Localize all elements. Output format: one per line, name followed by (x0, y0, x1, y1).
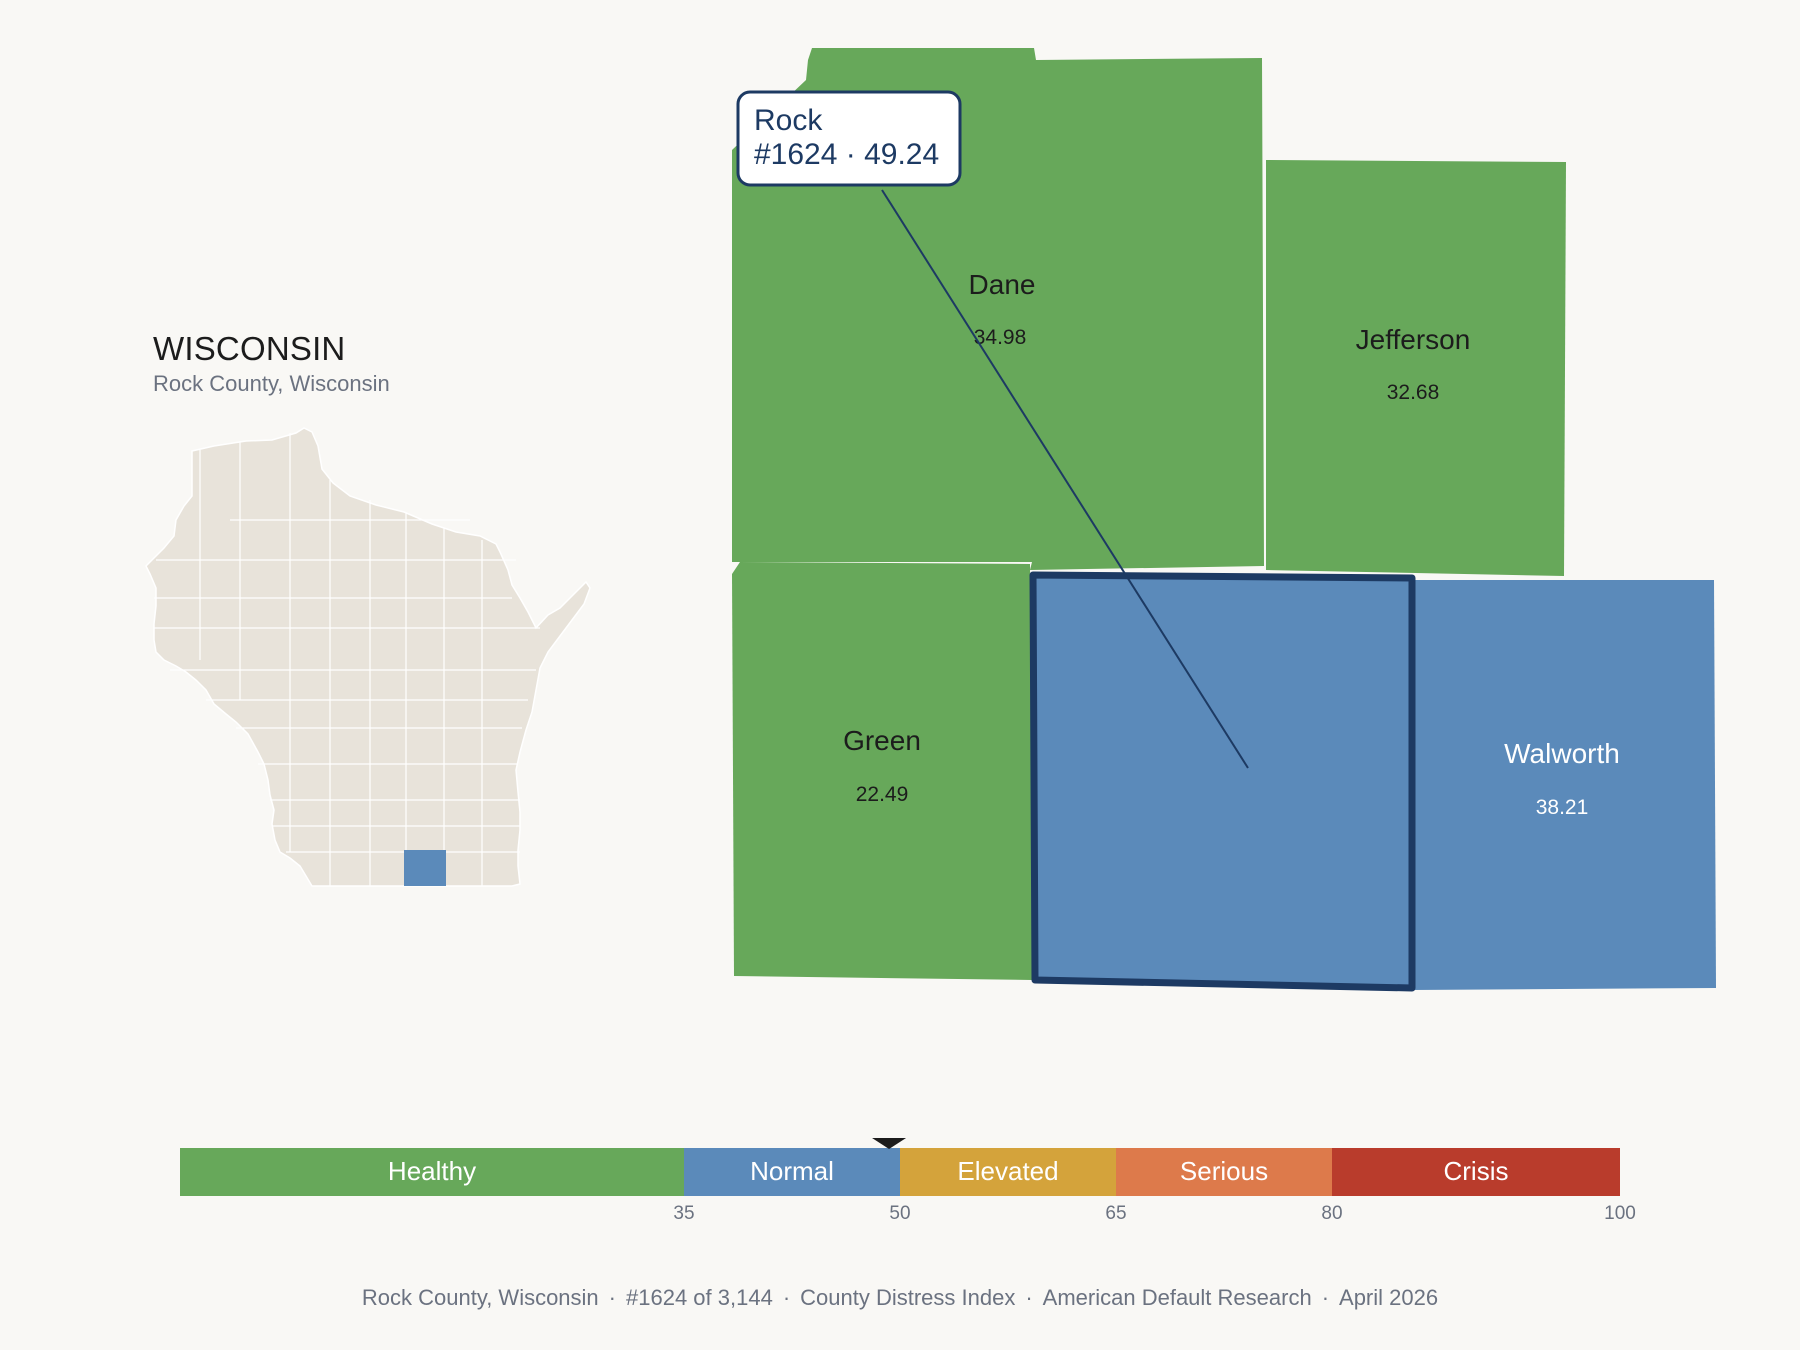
wisconsin-inset-map (145, 427, 591, 887)
scale-band-label: Elevated (957, 1156, 1058, 1186)
scale-marker-icon (872, 1138, 907, 1149)
scale-band-label: Healthy (388, 1156, 476, 1186)
footer: Rock County, Wisconsin · #1624 of 3,144 · Co… (361, 1285, 1439, 1310)
scale-band-serious (1116, 1148, 1332, 1196)
wisconsin-state-shape (145, 427, 591, 887)
footer-index-name: County Distress Index (800, 1285, 1016, 1310)
scale-band-label: Normal (750, 1156, 834, 1186)
inset-title: WISCONSIN (153, 330, 346, 367)
county-label-jefferson: Jefferson (1356, 324, 1471, 355)
footer-county: Rock County, Wisconsin (361, 1285, 599, 1310)
footer-rank: #1624 of 3,144 (626, 1285, 773, 1310)
distress-scale: Healthy Normal Elevated Serious Crisis 35 50 65… (180, 1138, 1636, 1224)
scale-band-label: Serious (1180, 1156, 1268, 1186)
county-rock[interactable] (1029, 571, 1416, 992)
county-value-dane: 34.98 (974, 326, 1027, 349)
county-walworth[interactable] (1412, 580, 1716, 990)
county-green[interactable] (732, 562, 1032, 980)
scale-tick-label: 80 (1321, 1203, 1342, 1224)
callout-county-name: Rock (754, 104, 823, 137)
scale-tick-label: 100 (1604, 1203, 1636, 1224)
scale-tick-label: 65 (1105, 1203, 1126, 1224)
inset-county-borders (154, 433, 540, 886)
scale-tick-label: 35 (673, 1203, 694, 1224)
scale-band-normal (684, 1148, 900, 1196)
callout-leader-line (881, 189, 1249, 769)
scale-band-crisis (1332, 1148, 1620, 1196)
county-value-jefferson: 32.68 (1387, 381, 1440, 404)
scale-band-label: Crisis (1444, 1156, 1509, 1186)
scale-band-healthy (180, 1148, 684, 1196)
county-value-walworth: 38.21 (1536, 796, 1589, 819)
inset-subtitle: Rock County, Wisconsin (153, 371, 390, 396)
county-detail-map: Dane 34.98 Jefferson 32.68 Green 22.49 W… (732, 48, 1716, 992)
county-label-green: Green (843, 725, 921, 756)
footer-date: April 2026 (1339, 1285, 1439, 1310)
callout-rank-value: #1624 · 49.24 (754, 138, 939, 171)
county-label-dane: Dane (969, 269, 1036, 300)
scale-tick-label: 50 (889, 1203, 910, 1224)
county-jefferson[interactable] (1266, 160, 1566, 576)
scale-band-elevated (900, 1148, 1116, 1196)
county-label-walworth: Walworth (1504, 738, 1620, 769)
callout-box (736, 90, 962, 187)
footer-source: American Default Research (1042, 1285, 1312, 1310)
inset-rock-county-highlight (404, 850, 446, 886)
county-value-green: 22.49 (856, 783, 909, 806)
